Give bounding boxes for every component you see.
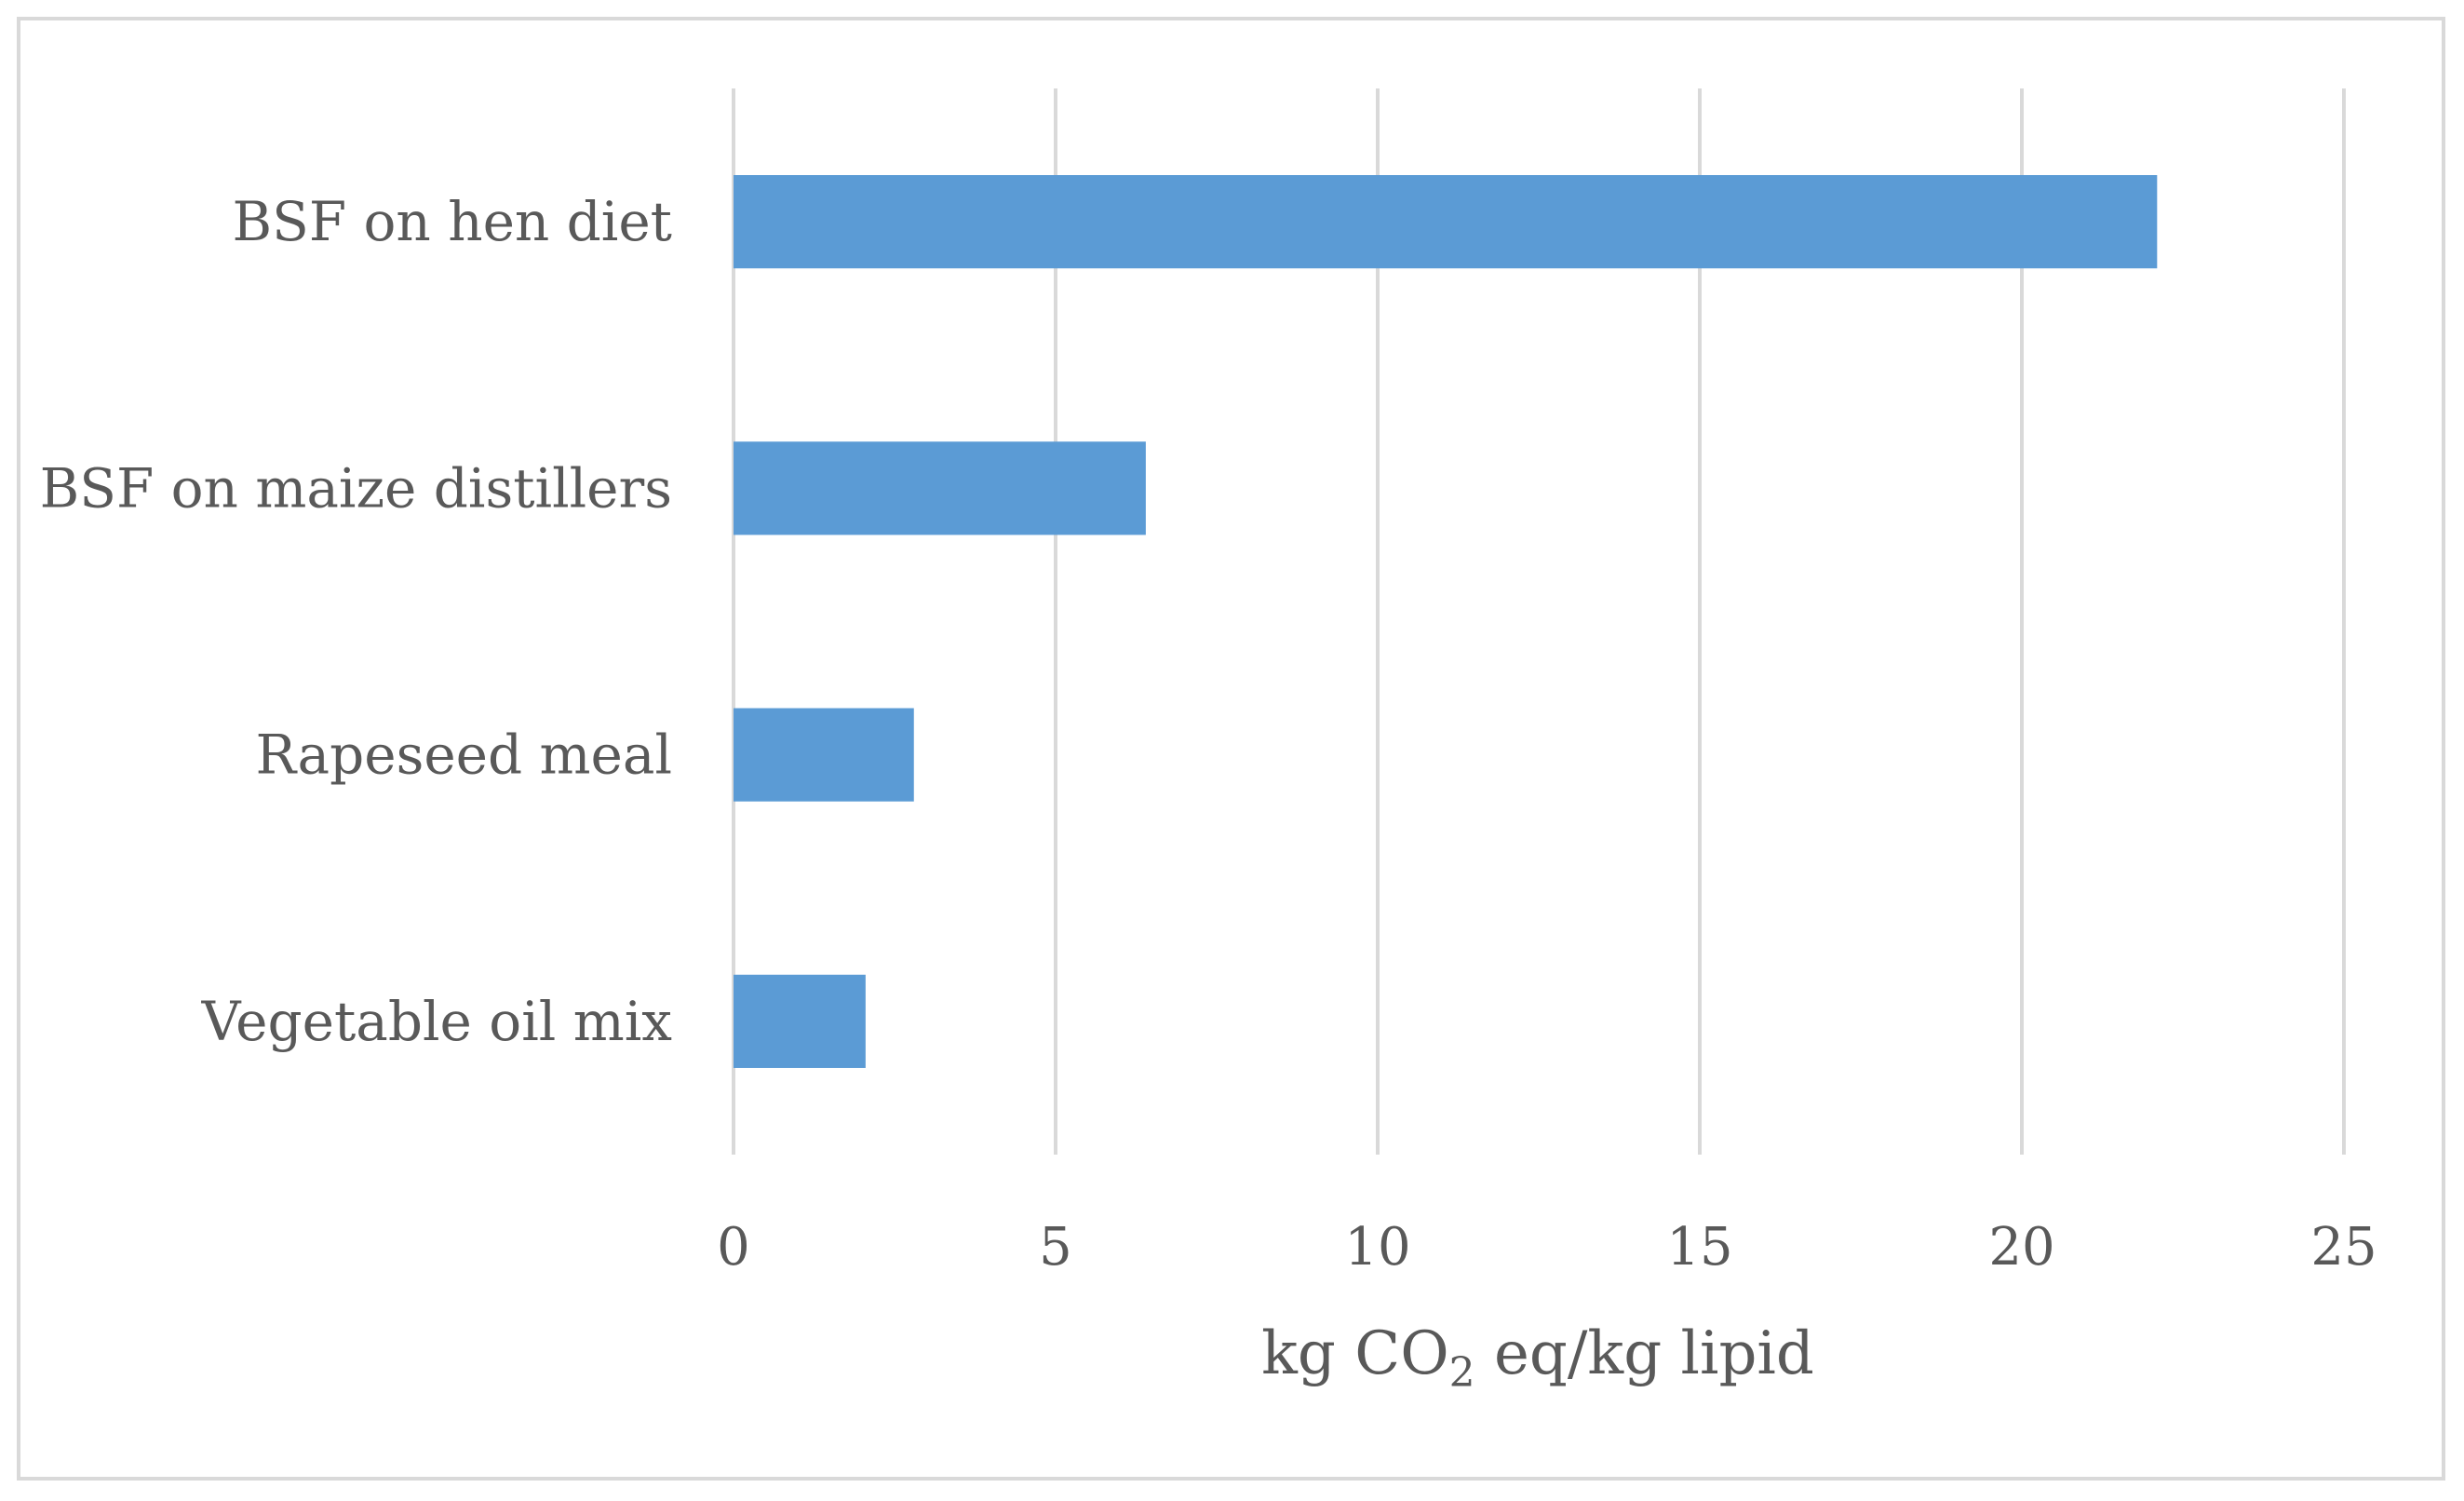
x-axis-title-post: eq/kg lipid bbox=[1475, 1319, 1814, 1388]
x-tick-label: 25 bbox=[2310, 1217, 2376, 1278]
x-tick-label: 0 bbox=[717, 1217, 750, 1278]
x-tick-label: 10 bbox=[1344, 1217, 1410, 1278]
bar bbox=[734, 441, 1146, 535]
x-tick-label: 5 bbox=[1039, 1217, 1072, 1278]
category-labels: BSF on hen diet BSF on maize distillers Ra… bbox=[40, 190, 672, 1053]
bar bbox=[734, 708, 914, 802]
x-axis-title: kg CO2 eq/kg lipid bbox=[1261, 1319, 1814, 1397]
bar bbox=[734, 175, 2158, 269]
bars bbox=[734, 175, 2158, 1068]
x-tick-label: 15 bbox=[1666, 1217, 1732, 1278]
x-axis-title-pre: kg CO bbox=[1261, 1319, 1449, 1388]
category-label: BSF on hen diet bbox=[232, 190, 672, 253]
x-tick-labels: 0 5 10 15 20 25 bbox=[717, 1217, 2376, 1278]
x-tick-label: 20 bbox=[1988, 1217, 2054, 1278]
category-label: BSF on maize distillers bbox=[40, 456, 672, 520]
x-axis-title-subscript: 2 bbox=[1449, 1349, 1475, 1397]
bar bbox=[734, 974, 866, 1068]
category-label: Rapeseed meal bbox=[256, 723, 672, 787]
category-label: Vegetable oil mix bbox=[201, 990, 672, 1053]
